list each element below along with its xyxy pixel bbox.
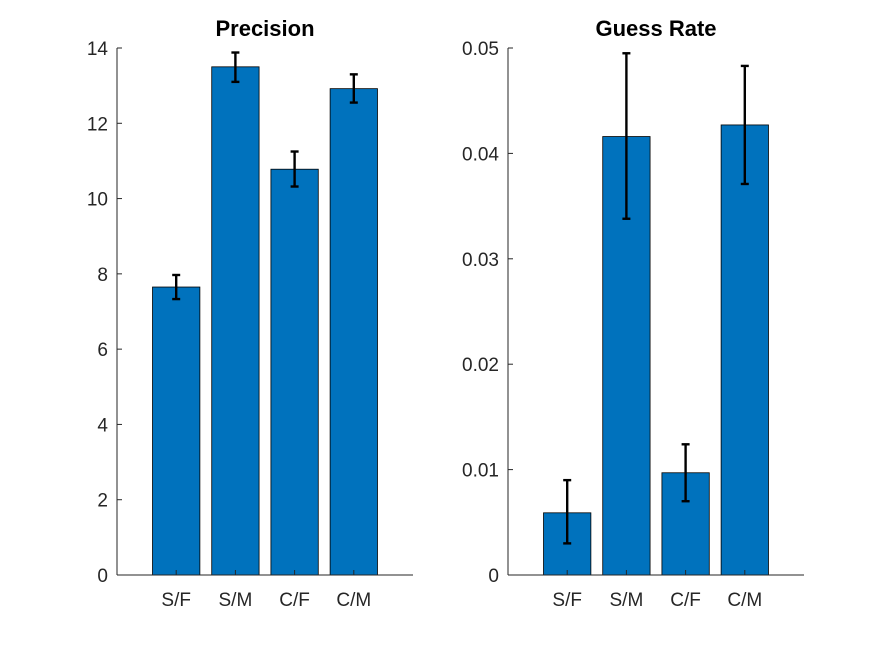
precision-bar-c-m — [329, 88, 378, 576]
precision-ytick-label: 10 — [87, 190, 108, 211]
guess-rate-xtick-label: C/M — [727, 590, 762, 611]
precision-ytick-label: 12 — [87, 114, 108, 135]
precision-ytick-label: 8 — [97, 265, 108, 286]
guess-rate-bar-c-m — [720, 124, 769, 576]
precision-ytick-label: 6 — [97, 340, 108, 361]
precision-ytick-label: 14 — [87, 39, 109, 60]
guess-rate-errorbar-c-m — [740, 64, 749, 186]
precision-ytick-label: 4 — [97, 415, 108, 436]
guess-rate-ytick-label: 0.03 — [462, 250, 499, 271]
precision-errorbar-c-m — [349, 73, 358, 104]
guess-rate-ytick-label: 0.02 — [462, 355, 499, 376]
guess-rate-errorbar-s-m — [622, 52, 631, 220]
guess-rate-panel: 0 0.01 0.02 0.03 0.04 0.05 S/F S/M C/F C/M Guess R… — [462, 16, 804, 611]
precision-title: Precision — [215, 16, 314, 41]
guess-rate-ytick-label: 0.01 — [462, 461, 499, 482]
guess-rate-ytick-label: 0.05 — [462, 39, 499, 60]
precision-errorbar-s-m — [231, 51, 240, 84]
precision-bar-c-f — [270, 168, 319, 576]
guess-rate-title: Guess Rate — [595, 16, 716, 41]
precision-xtick-label: C/M — [336, 590, 371, 611]
guess-rate-ytick-label: 0 — [488, 566, 499, 587]
guess-rate-ytick-label: 0.04 — [462, 144, 499, 165]
precision-ytick-label: 2 — [97, 491, 108, 512]
precision-xtick-label: C/F — [279, 590, 310, 611]
guess-rate-errorbar-c-f — [681, 443, 690, 503]
precision-xtick-label: S/M — [219, 590, 253, 611]
precision-xtick-label: S/F — [161, 590, 191, 611]
guess-rate-xtick-label: S/M — [610, 590, 644, 611]
precision-errorbar-s-f — [172, 273, 181, 301]
precision-errorbar-c-f — [290, 150, 299, 188]
precision-ytick-label: 0 — [97, 566, 108, 587]
precision-panel: 0 2 4 6 8 10 12 14 S/F S/M C/F C/M Precision — [87, 16, 413, 611]
guess-rate-errorbar-s-f — [563, 478, 572, 545]
guess-rate-xtick-label: C/F — [670, 590, 701, 611]
guess-rate-xtick-label: S/F — [552, 590, 582, 611]
precision-bar-s-f — [152, 286, 201, 576]
precision-bar-s-m — [211, 66, 260, 576]
